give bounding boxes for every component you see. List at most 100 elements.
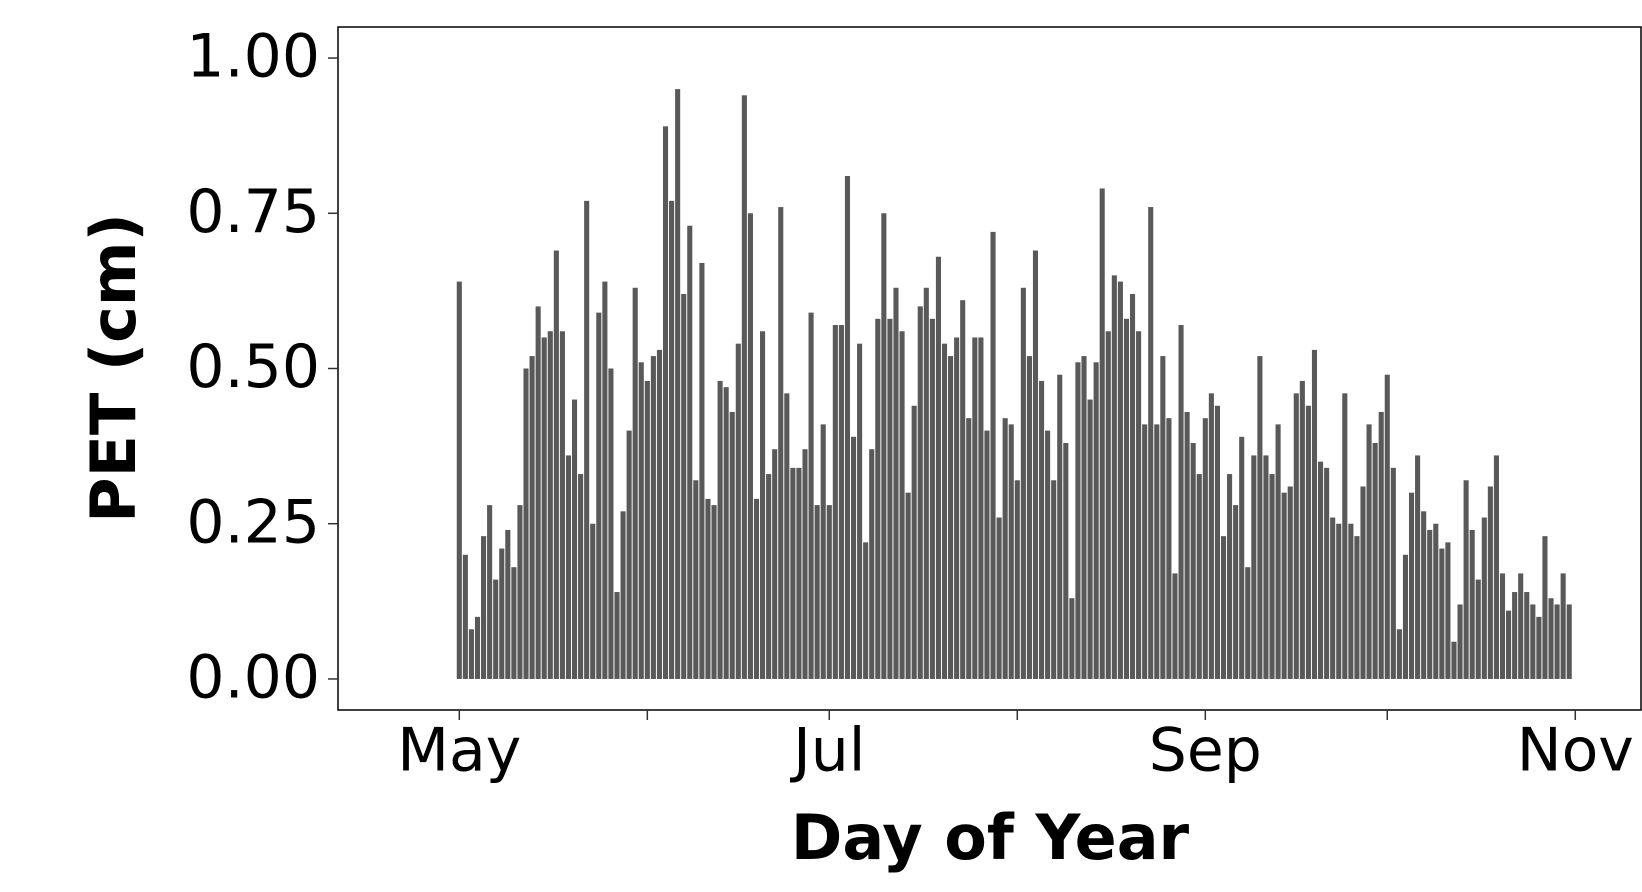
y-tick-label: 0.25 <box>186 487 320 557</box>
bar <box>1081 356 1087 679</box>
bar <box>584 200 590 679</box>
bar <box>1196 474 1202 679</box>
bar <box>1506 610 1512 679</box>
bar <box>1330 517 1336 679</box>
bar <box>747 213 753 679</box>
bar <box>1396 629 1402 679</box>
bar <box>1129 293 1136 679</box>
bar <box>1299 380 1305 679</box>
bar <box>1269 474 1275 679</box>
bar <box>796 467 802 679</box>
bar <box>869 449 875 679</box>
bar <box>1384 374 1390 679</box>
bar <box>487 505 493 679</box>
bar <box>778 207 784 679</box>
bar <box>614 592 620 679</box>
bar <box>1087 399 1093 679</box>
bar <box>565 455 572 679</box>
bar <box>735 343 741 679</box>
bar <box>1469 529 1475 679</box>
bar <box>687 225 693 679</box>
bar <box>1378 411 1384 679</box>
bar <box>978 337 984 679</box>
bar <box>1318 461 1324 679</box>
bar <box>1524 592 1530 679</box>
x-tick-label: Nov <box>1517 716 1634 786</box>
bar <box>1263 455 1269 679</box>
bar <box>1057 374 1063 679</box>
bar <box>1184 411 1190 679</box>
bar <box>723 387 729 679</box>
bar <box>620 511 626 679</box>
bar <box>863 542 869 679</box>
bar <box>1372 443 1378 679</box>
bar <box>766 474 772 679</box>
bar <box>1354 536 1360 679</box>
bar <box>760 331 766 679</box>
bar <box>481 536 487 679</box>
y-tick-label: 0.75 <box>186 177 320 247</box>
bar <box>1336 523 1342 679</box>
bar <box>511 567 517 679</box>
bar <box>1117 281 1123 679</box>
bar <box>1069 598 1075 679</box>
bar <box>917 306 923 679</box>
x-tick-label: Sep <box>1149 716 1262 786</box>
bar <box>1093 362 1099 679</box>
bar <box>1105 331 1111 679</box>
bar <box>1099 188 1105 679</box>
bar <box>1008 424 1014 679</box>
bar <box>1475 579 1481 679</box>
bar <box>1123 318 1130 679</box>
bar <box>1275 424 1281 679</box>
x-tick-label: May <box>397 716 521 786</box>
bar <box>468 629 474 679</box>
bar <box>493 579 499 679</box>
bar <box>911 405 917 679</box>
bar <box>1408 492 1415 679</box>
bar <box>1039 380 1045 679</box>
bar <box>1293 393 1299 679</box>
bar <box>1390 467 1396 679</box>
bar <box>1233 505 1239 679</box>
bar <box>1190 443 1196 679</box>
bar <box>1166 418 1172 679</box>
bar <box>832 325 838 679</box>
bar <box>1499 573 1506 679</box>
bar <box>1311 349 1318 679</box>
bar <box>753 498 760 679</box>
bar <box>578 474 584 679</box>
bar <box>1178 325 1184 679</box>
bar <box>1487 486 1493 679</box>
y-axis-title: PET (cm) <box>77 213 150 523</box>
bar <box>935 256 941 679</box>
bar <box>1148 207 1154 679</box>
bar <box>1481 517 1487 679</box>
bar <box>699 262 705 679</box>
bar <box>626 430 632 679</box>
bar <box>1348 523 1354 679</box>
bar <box>505 529 511 679</box>
bar <box>523 368 529 679</box>
bar <box>1227 474 1233 679</box>
bar <box>1032 250 1039 679</box>
bar <box>790 467 796 679</box>
bar <box>1257 356 1263 679</box>
bar <box>1366 424 1372 679</box>
bar <box>1530 604 1536 679</box>
bar <box>1208 393 1214 679</box>
bar <box>954 337 960 679</box>
bar <box>662 126 669 679</box>
bar <box>1051 480 1057 679</box>
bar <box>1245 567 1251 679</box>
bar <box>1136 331 1142 679</box>
bar <box>553 250 559 679</box>
y-tick-label: 0.50 <box>186 332 320 402</box>
bar <box>1202 418 1208 679</box>
bar <box>893 287 899 679</box>
bar <box>656 349 662 679</box>
bar <box>1433 523 1439 679</box>
bar <box>1214 405 1220 679</box>
bar <box>681 293 687 679</box>
